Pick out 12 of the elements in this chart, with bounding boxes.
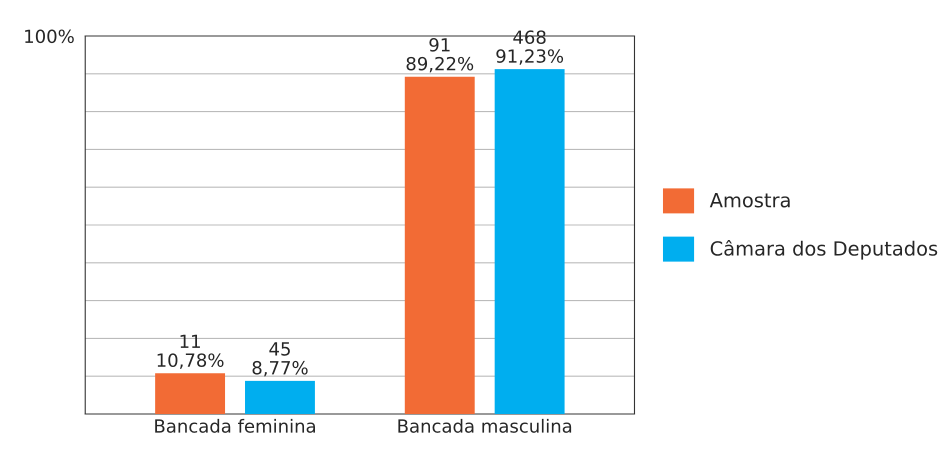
bar	[245, 380, 315, 414]
bar	[404, 76, 475, 414]
x-tick-label: Bancada feminina	[155, 418, 315, 433]
bar	[494, 69, 565, 414]
data-label: 45 8,77%	[252, 342, 308, 376]
data-label: 91 89,22%	[406, 38, 474, 72]
data-label: 11 10,78%	[158, 334, 224, 369]
bar	[155, 373, 226, 414]
x-tick-label: Bancada masculina	[398, 418, 572, 433]
legend-label: Câmara dos Deputados	[710, 240, 938, 260]
y-tick-label: 100%	[25, 29, 74, 44]
legend-label: Amostra	[710, 193, 790, 208]
